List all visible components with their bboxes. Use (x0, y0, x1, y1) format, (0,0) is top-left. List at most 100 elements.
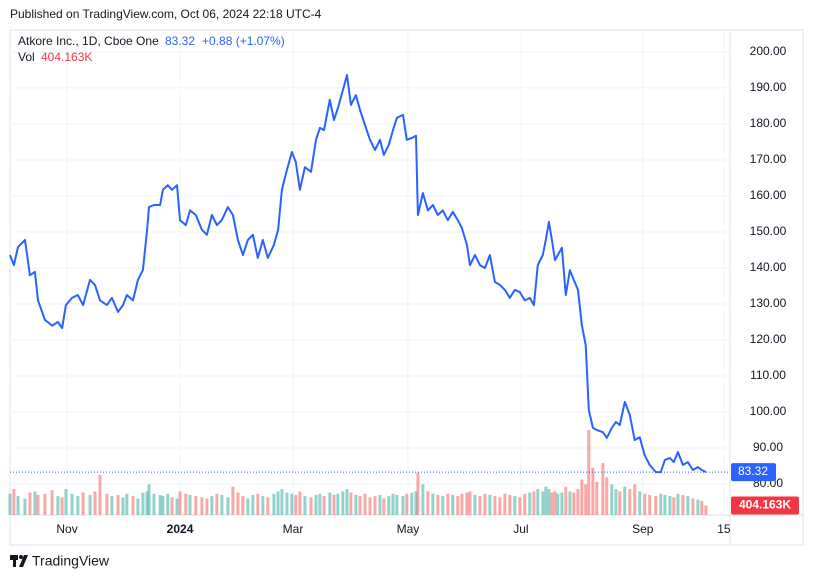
y-tick-label: 110.00 (750, 368, 786, 382)
volume-bar (188, 494, 192, 515)
chart-frame (9, 29, 804, 546)
plot (9, 74, 730, 474)
volume-bar (76, 496, 80, 515)
volume-bar (125, 493, 129, 515)
volume-bar (601, 463, 605, 515)
volume-bar (64, 489, 68, 515)
volume-bar (643, 493, 647, 515)
volume-bar (303, 496, 307, 515)
volume-bar (498, 497, 502, 515)
volume-bar (431, 493, 435, 515)
price-line (9, 74, 707, 474)
volume-bar (43, 493, 47, 515)
x-tick-label: May (397, 522, 420, 536)
volume-bar (405, 493, 409, 515)
volume-bar (210, 496, 214, 515)
volume-bar (456, 496, 460, 515)
volume-bar (395, 494, 399, 515)
y-tick-label: 180.00 (750, 116, 787, 130)
y-tick-label: 140.00 (750, 260, 787, 274)
volume-bar (414, 491, 418, 515)
volume-bar (663, 494, 667, 515)
x-tick-label: 15 (717, 522, 731, 536)
volume-bar (564, 486, 568, 515)
volume-bar (251, 494, 255, 515)
volume-bar (576, 489, 580, 515)
volume-bar (550, 492, 554, 515)
volume-bar (158, 494, 162, 515)
volume-bar (318, 493, 322, 515)
volume-bar (205, 498, 209, 515)
y-tick-label: 90.00 (753, 440, 783, 454)
volume-bar (541, 491, 545, 515)
volume-bar (584, 484, 588, 515)
volume-bar (36, 494, 40, 515)
volume-bar (276, 491, 280, 515)
volume-pane (8, 430, 708, 515)
volume-bar (23, 498, 27, 515)
volume-bar (623, 486, 627, 515)
x-tick-label: Nov (56, 522, 77, 536)
volume-bar (345, 489, 349, 515)
volume-bar (580, 479, 584, 515)
volume-bar (633, 484, 637, 515)
volume-bar (178, 491, 182, 515)
volume-bar (378, 494, 382, 515)
volume-bar (110, 496, 114, 515)
legend-price: 83.32 (165, 34, 195, 48)
volume-bar (332, 494, 336, 515)
volume-bar (595, 481, 599, 515)
volume-bar (349, 492, 353, 515)
volume-bar (141, 492, 145, 515)
volume-bar (56, 496, 60, 515)
volume-bar (105, 493, 109, 515)
volume-label: Vol (18, 50, 35, 64)
volume-bar (488, 494, 492, 515)
volume-bar (468, 491, 472, 515)
volume-bar (256, 493, 260, 515)
volume-bar (401, 496, 405, 515)
volume-bar (547, 489, 551, 515)
volume-bar (572, 492, 576, 515)
symbol: Atkore Inc., 1D, Cboe One (18, 34, 159, 48)
volume-bar (416, 472, 420, 515)
y-tick-label: 160.00 (750, 188, 787, 202)
volume-bar (368, 497, 372, 515)
volume-bar (220, 494, 224, 515)
y-tick-label: 130.00 (750, 296, 787, 310)
volume-bar (681, 494, 685, 515)
volume-bar (610, 484, 614, 515)
volume-bar (116, 494, 120, 515)
volume-bar (373, 496, 377, 515)
volume-bar (436, 494, 440, 515)
volume-bar (483, 493, 487, 515)
volume-bar (587, 430, 591, 515)
volume-bar (704, 505, 708, 515)
volume-bar (473, 494, 477, 515)
volume-bar (691, 498, 695, 515)
volume-bar (528, 492, 532, 515)
volume-bar (166, 493, 170, 515)
volume-bar (175, 498, 179, 515)
volume-bar (226, 497, 230, 515)
volume-bar (8, 493, 12, 515)
last-volume-box (731, 496, 799, 515)
volume-bar (246, 498, 250, 515)
volume-bar (618, 491, 622, 515)
volume-bar (508, 494, 512, 515)
volume-bar (98, 474, 102, 515)
y-tick-label: 120.00 (750, 332, 787, 346)
volume-bar (568, 491, 572, 515)
volume-bar (131, 496, 135, 515)
volume-bar (654, 496, 658, 515)
volume-bar (493, 496, 497, 515)
volume-bar (536, 489, 540, 515)
volume-bar (648, 494, 652, 515)
volume-bar (280, 489, 284, 515)
volume-bar (553, 491, 557, 515)
volume-bar (261, 496, 265, 515)
volume-bar (556, 493, 560, 515)
volume-bar (518, 497, 522, 515)
